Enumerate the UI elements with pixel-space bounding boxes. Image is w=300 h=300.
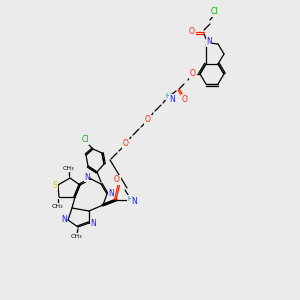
- Text: H: H: [128, 196, 133, 202]
- Text: H: H: [165, 93, 171, 99]
- Text: O: O: [114, 176, 120, 184]
- Text: Cl: Cl: [81, 136, 89, 145]
- Text: N: N: [169, 94, 175, 103]
- Text: N: N: [61, 215, 67, 224]
- Text: CH₃: CH₃: [51, 203, 63, 208]
- Text: O: O: [190, 70, 196, 79]
- Text: O: O: [145, 116, 151, 124]
- Text: Cl: Cl: [210, 8, 218, 16]
- Text: O: O: [182, 94, 188, 103]
- Text: N: N: [108, 188, 114, 197]
- Text: N: N: [206, 38, 212, 46]
- Text: N: N: [90, 220, 96, 229]
- Text: S: S: [52, 181, 57, 190]
- Text: O: O: [189, 28, 195, 37]
- Text: CH₃: CH₃: [70, 233, 82, 238]
- Text: N: N: [84, 172, 90, 182]
- Text: CH₃: CH₃: [62, 167, 74, 172]
- Text: N: N: [131, 197, 137, 206]
- Text: O: O: [123, 140, 129, 148]
